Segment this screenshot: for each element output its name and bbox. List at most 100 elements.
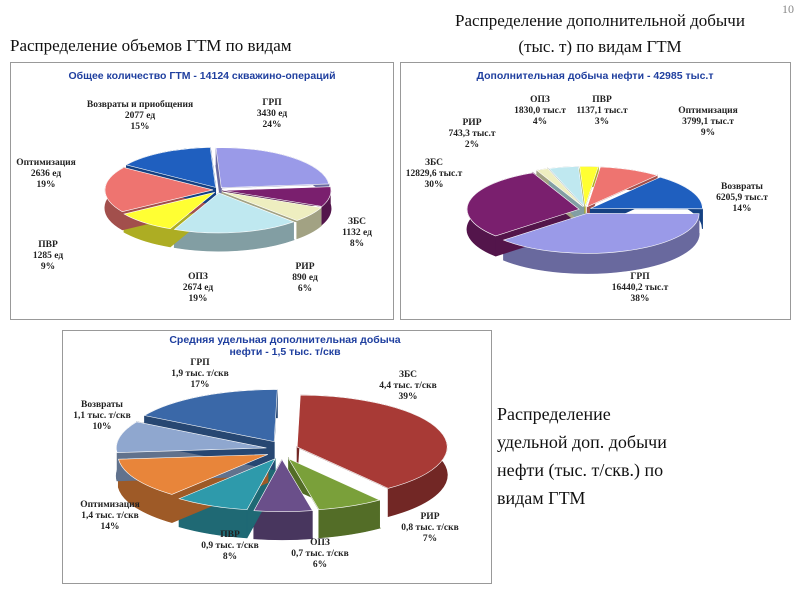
slice-label: Возвраты 1,1 тыс. т/скв 10% [46, 400, 158, 433]
slice [466, 172, 580, 237]
slice-name: Оптимизация [80, 500, 140, 510]
slice-value: 2674 ед [182, 283, 214, 293]
slice-percent: 7% [422, 534, 438, 544]
heading-line: Распределение дополнительной добычи [455, 11, 745, 30]
slice-label: ГРП 16440,2 тыс.т 38% [584, 272, 696, 305]
slice [118, 454, 268, 495]
slice-label: РИР 0,8 тыс. т/скв 7% [374, 512, 486, 545]
chart-title: Средняя удельная дополнительная добыча не… [110, 334, 460, 358]
slice-percent: 6% [297, 284, 313, 294]
slice-percent: 19% [188, 294, 208, 304]
slice-label: Оптимизация 2636 ед 19% [0, 158, 102, 191]
slice-percent: 8% [349, 239, 365, 249]
slice-name: РИР [295, 262, 315, 272]
slice-value: 0,8 тыс. т/скв [401, 523, 459, 533]
slice [221, 191, 322, 221]
slice-label: ОПЗ 0,7 тыс. т/скв 6% [264, 538, 376, 571]
slice-name: ЗБС [398, 370, 418, 380]
slice-label: Возвраты и приобщения 2077 ед 15% [84, 100, 196, 133]
slice-label: ЗБС 1132 ед 8% [301, 217, 413, 250]
slice-label: Оптимизация 1,4 тыс. т/скв 14% [54, 500, 166, 533]
slice-value: 890 ед [292, 273, 318, 283]
slice-label: РИР 890 ед 6% [249, 262, 361, 295]
slice-value: 0,7 тыс. т/скв [291, 549, 349, 559]
slice-value: 0,9 тыс. т/скв [201, 541, 259, 551]
slice-label: ПВР 1137,1 тыс.т 3% [546, 95, 658, 128]
slice-value: 1,9 тыс. т/скв [171, 369, 229, 379]
chart-title: Дополнительная добыча нефти - 42985 тыс.… [404, 70, 786, 82]
slice-value: 2636 ед [30, 169, 62, 179]
pie [115, 389, 448, 541]
page-number: 10 [782, 2, 794, 16]
slice-percent: 8% [222, 552, 238, 562]
slice [173, 192, 295, 234]
slice-value: 4,4 тыс. т/скв [379, 381, 437, 391]
slice-value: 743,3 тыс.т [448, 129, 496, 139]
slice [548, 166, 585, 208]
caption: Распределение удельной доп. добычи нефти… [497, 400, 667, 512]
slice-percent: 4% [532, 117, 548, 127]
slice-name: ПВР [38, 240, 58, 250]
slice [125, 147, 216, 188]
chart-title: Общее количество ГТМ - 14124 скважино-оп… [14, 70, 390, 82]
slice [215, 147, 330, 189]
slice-name: Оптимизация [678, 106, 738, 116]
slice-label: ОПЗ 1830,0 тыс.т 4% [484, 95, 596, 128]
slice [222, 186, 332, 207]
slice-name: ГРП [262, 98, 282, 108]
slice-name: ОПЗ [188, 272, 208, 282]
slice-label: ПВР 1285 ед 9% [0, 240, 104, 273]
slice [586, 166, 658, 208]
slice-percent: 17% [190, 380, 210, 390]
slice-value: 1,4 тыс. т/скв [81, 511, 139, 521]
slice-percent: 10% [92, 422, 112, 432]
slice-percent: 14% [732, 204, 752, 214]
slice [535, 168, 584, 207]
caption-line: видам ГТМ [497, 488, 586, 508]
slice-name: ЗБС [347, 217, 367, 227]
slice [296, 394, 448, 489]
slice-label: Возвраты 6205,9 тыс.т 14% [686, 182, 798, 215]
slice-name: Возвраты [721, 182, 763, 192]
slice-value: 3430 ед [256, 109, 288, 119]
pie [466, 166, 703, 274]
slice-percent: 38% [630, 294, 650, 304]
slice-label: ЗБС 12829,6 тыс.т 30% [378, 158, 490, 191]
slice-name: ОПЗ [310, 538, 330, 548]
slice-label: ЗБС 4,4 тыс. т/скв 39% [352, 370, 464, 403]
slice-value: 1285 ед [32, 251, 64, 261]
slice-label: ГРП 1,9 тыс. т/скв 17% [144, 358, 256, 391]
slice-percent: 3% [594, 117, 610, 127]
slice-percent: 15% [130, 122, 150, 132]
slice-name: ОПЗ [530, 95, 550, 105]
slice-percent: 2% [464, 140, 480, 150]
slice [178, 458, 276, 511]
slice-name: ПВР [220, 530, 240, 540]
slice [590, 176, 703, 210]
slice-name: ГРП [190, 358, 210, 368]
slice-label: Оптимизация 3799,1 тыс.т 9% [652, 106, 764, 139]
slice [116, 421, 267, 453]
slice-percent: 14% [100, 522, 120, 532]
slice [287, 458, 381, 510]
slice-label: РИР 743,3 тыс.т 2% [416, 118, 528, 151]
slice-name: Возвраты [81, 400, 123, 410]
pie [104, 147, 332, 252]
slice-label: ГРП 3430 ед 24% [216, 98, 328, 131]
caption-line: нефти (тыс. т/скв.) по [497, 460, 664, 480]
slice-percent: 19% [36, 180, 56, 190]
slice-value: 1,1 тыс. т/скв [73, 411, 131, 421]
slice-percent: 6% [312, 560, 328, 570]
slice-percent: 30% [424, 180, 444, 190]
slice [579, 166, 599, 207]
slice-percent: 24% [262, 120, 282, 130]
slice-label: ОПЗ 2674 ед 19% [142, 272, 254, 305]
slice-percent: 9% [40, 262, 56, 272]
slice-name: Возвраты и приобщения [86, 100, 194, 110]
slice [104, 167, 214, 213]
chart-title-line: Средняя удельная дополнительная добыча [169, 334, 401, 346]
slice-value: 2077 ед [124, 111, 156, 121]
slice-value: 1137,1 тыс.т [576, 106, 628, 116]
